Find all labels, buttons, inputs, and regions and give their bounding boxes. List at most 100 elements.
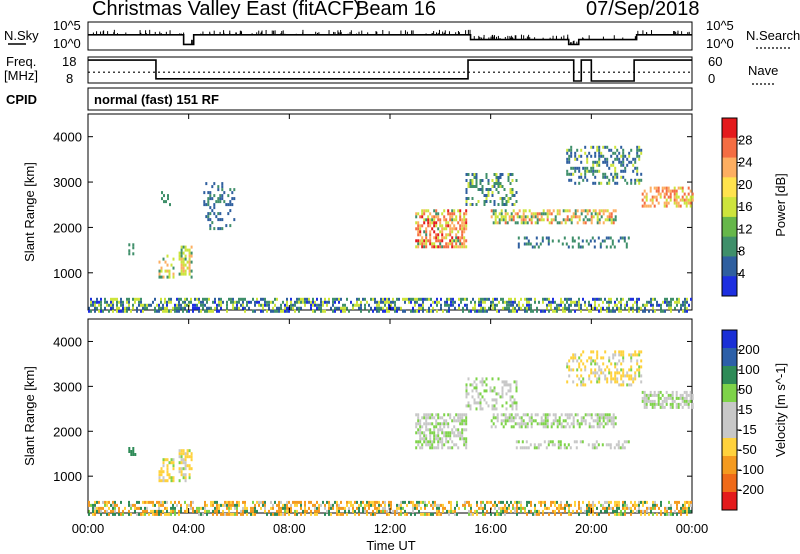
- velocity-echo-cell: [482, 509, 484, 513]
- power-echo-cell: [437, 218, 440, 222]
- power-echo-cell: [622, 169, 625, 173]
- power-echo-cell: [690, 297, 692, 301]
- velocity-echo-cell: [598, 374, 601, 378]
- power-echo-cell: [430, 309, 432, 313]
- power-echo-cell: [663, 186, 666, 190]
- velocity-echo-cell: [394, 509, 396, 513]
- velocity-echo-cell: [450, 500, 452, 504]
- velocity-echo-cell: [624, 503, 626, 507]
- power-echo-cell: [632, 306, 634, 310]
- velocity-echo-cell: [588, 425, 591, 429]
- velocity-echo-cell: [188, 467, 191, 471]
- velocity-echo-cell: [180, 458, 183, 462]
- power-echo-cell: [236, 303, 238, 307]
- velocity-echo-cell: [689, 393, 692, 397]
- power-echo-cell: [276, 306, 278, 310]
- velocity-echo-cell: [645, 393, 648, 397]
- velocity-echo-cell: [420, 506, 422, 510]
- velocity-echo-cell: [550, 500, 552, 504]
- power-echo-cell: [108, 309, 110, 313]
- velocity-echo-cell: [640, 509, 642, 513]
- velocity-echo-cell: [160, 500, 162, 504]
- velocity-echo-cell: [463, 419, 466, 423]
- power-echo-cell: [598, 209, 601, 213]
- power-echo-cell: [572, 212, 575, 216]
- power-echo-cell: [574, 209, 577, 213]
- velocity-echo-cell: [470, 509, 472, 513]
- power-echo-cell: [488, 297, 490, 301]
- velocity-echo-cell: [462, 503, 464, 507]
- velocity-echo-cell: [534, 506, 536, 510]
- power-echo-cell: [554, 218, 557, 222]
- power-echo-cell: [681, 195, 684, 199]
- velocity-echo-cell: [604, 350, 607, 354]
- power-echo-cell: [252, 309, 254, 313]
- power-echo-cell: [517, 242, 520, 246]
- velocity-echo-cell: [384, 503, 386, 507]
- velocity-echo-cell: [590, 356, 593, 360]
- power-echo-cell: [590, 309, 592, 313]
- velocity-echo-cell: [582, 362, 585, 366]
- power-echo-cell: [542, 300, 544, 304]
- velocity-echo-cell: [597, 443, 600, 447]
- power-echo-cell: [481, 191, 484, 194]
- power-echo-cell: [184, 263, 187, 267]
- velocity-echo-cell: [376, 506, 378, 510]
- power-echo-cell: [675, 204, 678, 208]
- power-echo-cell: [300, 297, 302, 301]
- velocity-echo-cell: [134, 453, 137, 456]
- velocity-echo-cell: [530, 422, 533, 426]
- velocity-echo-cell: [554, 512, 556, 516]
- velocity-echo-cell: [640, 359, 643, 363]
- velocity-echo-cell: [438, 512, 440, 516]
- power-colorbar-swatch: [722, 118, 737, 139]
- power-echo-cell: [666, 303, 668, 307]
- power-echo-cell: [88, 306, 90, 310]
- velocity-echo-cell: [467, 401, 470, 405]
- velocity-echo-cell: [490, 425, 493, 429]
- velocity-echo-cell: [622, 512, 624, 516]
- power-echo-cell: [358, 297, 360, 301]
- power-echo-cell: [396, 297, 398, 301]
- velocity-echo-cell: [576, 359, 579, 363]
- power-echo-cell: [336, 297, 338, 301]
- power-echo-cell: [606, 145, 609, 149]
- velocity-echo-cell: [451, 419, 454, 423]
- velocity-echo-cell: [112, 500, 114, 504]
- velocity-echo-cell: [660, 500, 662, 504]
- power-colorbar-swatch: [722, 137, 737, 159]
- power-echo-cell: [182, 306, 184, 310]
- power-echo-cell: [204, 309, 206, 313]
- power-echo-cell: [566, 148, 569, 152]
- velocity-echo-cell: [688, 509, 690, 513]
- power-echo-cell: [507, 197, 510, 200]
- velocity-echo-cell: [572, 359, 575, 363]
- velocity-echo-cell: [620, 383, 623, 387]
- power-echo-cell: [415, 215, 418, 219]
- velocity-echo-cell: [184, 509, 186, 513]
- velocity-echo-cell: [496, 419, 499, 423]
- velocity-echo-cell: [602, 413, 605, 417]
- power-echo-cell: [463, 245, 466, 249]
- power-echo-cell: [514, 309, 516, 313]
- velocity-echo-cell: [438, 509, 440, 513]
- power-echo-cell: [166, 275, 169, 279]
- velocity-echo-cell: [665, 390, 668, 394]
- velocity-echo-cell: [558, 506, 560, 510]
- power-echo-cell: [525, 242, 528, 246]
- velocity-echo-cell: [552, 509, 554, 513]
- velocity-echo-cell: [632, 377, 635, 381]
- power-echo-cell: [461, 218, 464, 222]
- velocity-echo-cell: [616, 512, 618, 516]
- power-echo-cell: [207, 218, 210, 222]
- power-echo-cell: [433, 218, 436, 222]
- velocity-echo-cell: [362, 500, 364, 504]
- velocity-echo-cell: [687, 402, 690, 406]
- velocity-echo-cell: [536, 413, 539, 417]
- velocity-echo-cell: [304, 503, 306, 507]
- power-echo-cell: [215, 215, 218, 219]
- power-echo-cell: [427, 215, 430, 219]
- power-echo-cell: [611, 239, 614, 243]
- velocity-echo-cell: [116, 503, 118, 507]
- power-echo-cell: [612, 163, 615, 167]
